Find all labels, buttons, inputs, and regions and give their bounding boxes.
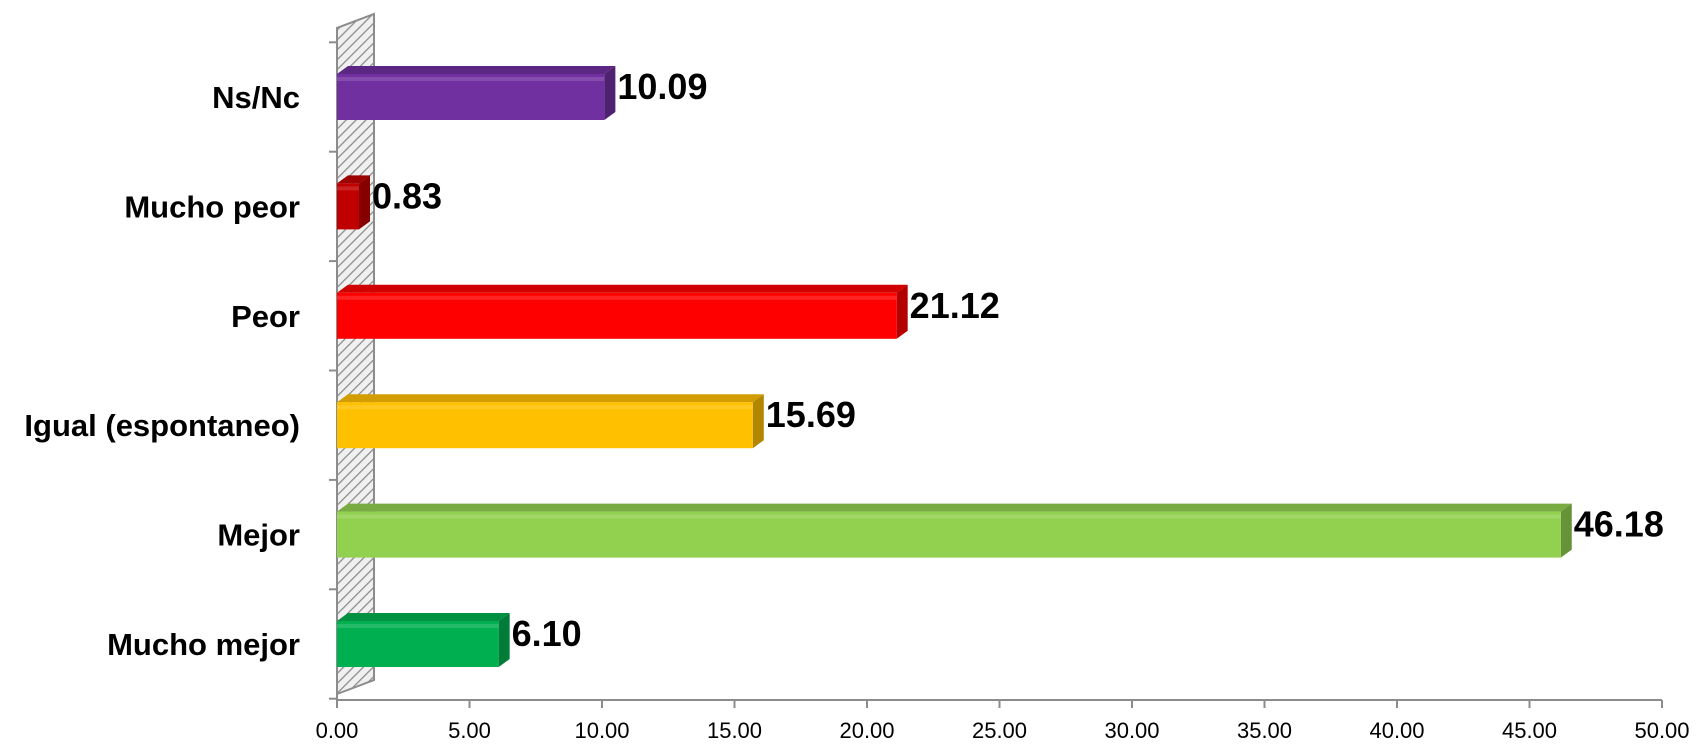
bar-top-face — [337, 503, 1572, 512]
category-label: Ns/Nc — [212, 80, 300, 115]
category-label: Mejor — [217, 518, 300, 553]
bar-end-face — [752, 394, 764, 449]
bar-peor — [337, 284, 908, 339]
bar-end-face — [1560, 503, 1572, 558]
bar-top-face — [337, 613, 510, 621]
value-label: 15.69 — [766, 394, 856, 435]
bar-ns-nc — [337, 66, 616, 120]
category-label: Mucho peor — [124, 189, 300, 224]
x-tick-label: 40.00 — [1369, 718, 1424, 743]
bar-front-face — [337, 621, 499, 667]
bar-front-face — [337, 402, 753, 449]
x-tick-label: 35.00 — [1237, 718, 1292, 743]
bar-highlight — [337, 514, 1561, 519]
bar-top-face — [337, 394, 764, 403]
bar-top-face — [337, 284, 908, 293]
bar-mucho-mejor — [337, 613, 510, 667]
bar-mejor — [337, 503, 1572, 558]
bar-mucho-peor — [337, 175, 370, 230]
bar-front-face — [337, 511, 1561, 558]
x-tick-label: 45.00 — [1502, 718, 1557, 743]
bar-end-face — [358, 175, 370, 230]
bar-end-face — [896, 284, 908, 339]
value-label: 0.83 — [372, 175, 442, 216]
value-label: 21.12 — [910, 285, 1000, 326]
bar-end-face — [498, 613, 510, 667]
value-label: 6.10 — [512, 613, 582, 654]
bar-highlight — [337, 186, 359, 191]
bar-top-face — [337, 175, 370, 184]
x-tick-label: 0.00 — [316, 718, 359, 743]
bar-highlight — [337, 77, 605, 81]
category-label: Mucho mejor — [107, 627, 300, 662]
value-label: 10.09 — [617, 66, 707, 107]
x-tick-label: 5.00 — [448, 718, 491, 743]
bar-front-face — [337, 74, 605, 120]
bar-top-face — [337, 66, 616, 74]
category-label: Igual (espontaneo) — [24, 408, 300, 443]
bar-highlight — [337, 405, 753, 410]
bar-highlight — [337, 624, 499, 628]
bar-front-face — [337, 183, 359, 230]
category-label: Peor — [231, 299, 300, 334]
bar-front-face — [337, 292, 897, 339]
x-tick-label: 10.00 — [574, 718, 629, 743]
x-tick-label: 15.00 — [707, 718, 762, 743]
x-tick-label: 20.00 — [839, 718, 894, 743]
bar-end-face — [604, 66, 616, 120]
x-tick-label: 50.00 — [1634, 718, 1689, 743]
bar-igual-espontaneo — [337, 394, 764, 449]
x-tick-label: 25.00 — [972, 718, 1027, 743]
value-label: 46.18 — [1574, 504, 1664, 545]
x-tick-label: 30.00 — [1104, 718, 1159, 743]
bar-highlight — [337, 295, 897, 300]
